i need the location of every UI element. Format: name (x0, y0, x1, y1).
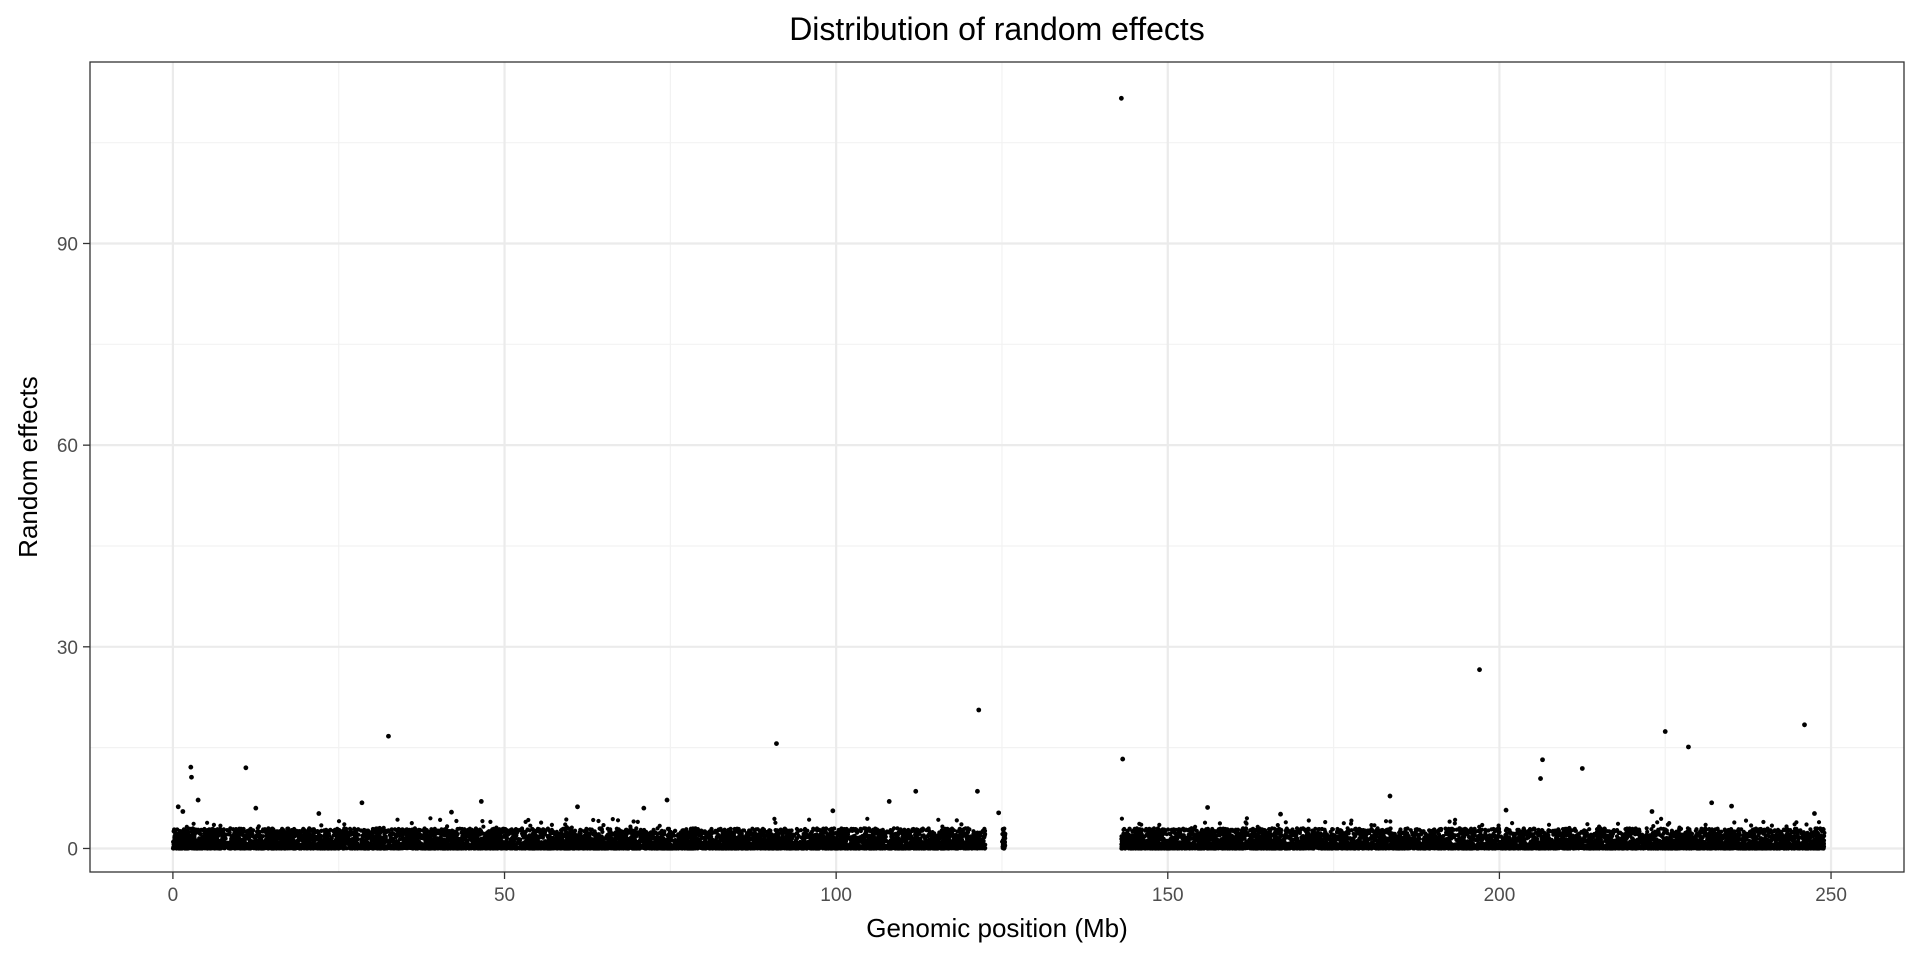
data-point (1802, 722, 1807, 728)
y-axis: 0 30 60 90 (57, 234, 90, 860)
x-axis-title: Genomic position (Mb) (866, 913, 1128, 943)
data-point (386, 733, 391, 739)
data-point (175, 804, 181, 810)
data-point (449, 809, 454, 815)
panel-border (89, 61, 1905, 873)
data-point (316, 811, 322, 816)
dense-point-band (170, 816, 1827, 851)
data-point (641, 805, 647, 811)
data-point (996, 810, 1002, 816)
data-point (1729, 803, 1734, 809)
y-tick-label: 0 (67, 839, 78, 860)
data-point (195, 797, 201, 803)
y-tick-label: 60 (57, 436, 78, 457)
minor-gridlines (90, 62, 1904, 872)
data-point (664, 797, 670, 803)
data-point (1649, 809, 1655, 814)
chart-title: Distribution of random effects (789, 11, 1205, 47)
x-tick-label: 150 (1152, 885, 1184, 906)
data-point (180, 809, 186, 814)
data-point (830, 808, 836, 814)
data-point (1538, 776, 1543, 781)
major-gridlines (90, 62, 1904, 872)
data-point (1662, 729, 1668, 734)
data-point (1118, 95, 1124, 101)
data-point (189, 774, 194, 780)
data-point (1205, 805, 1210, 810)
x-tick-label: 0 (168, 885, 179, 906)
y-tick-label: 90 (57, 234, 78, 255)
data-point (478, 799, 484, 804)
data-point (1503, 807, 1509, 813)
data-point (1477, 667, 1482, 673)
data-point (913, 788, 919, 794)
y-tick-label: 30 (57, 638, 78, 659)
data-point (1278, 811, 1283, 817)
data-point (886, 799, 892, 804)
data-point (575, 804, 580, 810)
data-point (774, 741, 779, 747)
data-point (1387, 793, 1393, 799)
x-tick-label: 100 (820, 885, 852, 906)
data-point (1120, 756, 1126, 762)
data-point (253, 805, 259, 811)
data-point (1709, 800, 1715, 806)
data-points (170, 95, 1827, 851)
data-point (1686, 744, 1691, 750)
data-point (1579, 766, 1585, 771)
x-tick-label: 250 (1815, 885, 1847, 906)
x-tick-label: 50 (494, 885, 515, 906)
data-point (359, 800, 365, 806)
data-point (976, 707, 982, 713)
x-axis: 0 50 100 150 200 250 (168, 872, 1847, 906)
y-axis-title: Random effects (13, 376, 43, 558)
data-point (243, 765, 249, 771)
data-point (188, 764, 194, 770)
x-tick-label: 200 (1484, 885, 1516, 906)
data-point (1540, 757, 1545, 763)
data-point (1812, 811, 1817, 816)
data-point (975, 788, 980, 794)
